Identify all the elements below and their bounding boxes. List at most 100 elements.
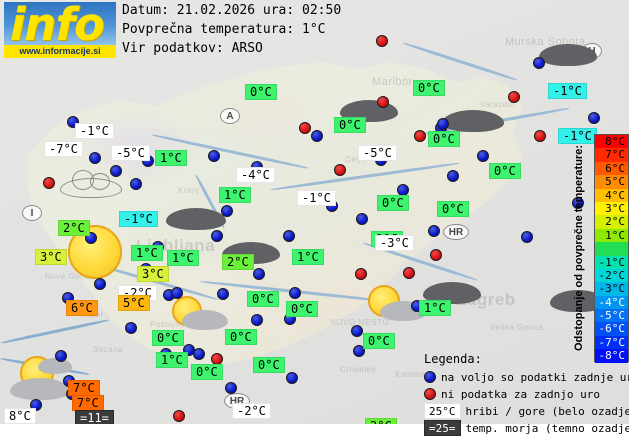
temperature-label[interactable]: 3°C: [35, 249, 67, 265]
station-dot-available[interactable]: [211, 230, 223, 242]
station-dot-available[interactable]: [477, 150, 489, 162]
scale-cell: -3°C: [595, 282, 628, 295]
temperature-deviation-scale: Odstopanje od povprečne temperature: 8°C…: [573, 134, 629, 362]
scale-title: Odstopanje od povprečne temperature:: [573, 134, 589, 362]
temperature-label[interactable]: 2°C: [222, 254, 254, 270]
temperature-label[interactable]: 0°C: [191, 364, 223, 380]
station-dot-available[interactable]: [428, 225, 440, 237]
temperature-label[interactable]: -1°C: [548, 83, 587, 99]
mountain-temperature-label[interactable]: -4°C: [236, 167, 275, 183]
station-dot-available[interactable]: [217, 288, 229, 300]
mountain-temperature-label[interactable]: -1°C: [297, 190, 336, 206]
mountain-temperature-label[interactable]: -1°C: [75, 123, 114, 139]
temperature-label[interactable]: 1°C: [155, 150, 187, 166]
station-dot-available[interactable]: [89, 152, 101, 164]
legend-row-missing: ni podatka za zadnjo uro: [424, 386, 600, 402]
station-dot-available[interactable]: [130, 178, 142, 190]
temperature-label[interactable]: 0°C: [413, 80, 445, 96]
page-header: info www.informacije.si Datum: 21.02.202…: [0, 0, 629, 62]
temperature-label[interactable]: 6°C: [66, 300, 98, 316]
scale-cell: 1°C: [595, 229, 628, 242]
station-dot-available[interactable]: [193, 348, 205, 360]
station-dot-available[interactable]: [110, 165, 122, 177]
station-dot-available[interactable]: [225, 382, 237, 394]
station-dot-missing[interactable]: [173, 410, 185, 422]
mountain-temperature-label[interactable]: -5°C: [111, 145, 150, 161]
temperature-label[interactable]: 1°C: [419, 300, 451, 316]
info-logo[interactable]: info www.informacije.si: [4, 2, 116, 58]
mountain-temperature-label[interactable]: -2°C: [232, 403, 271, 419]
temperature-label[interactable]: 1°C: [292, 249, 324, 265]
temperature-label[interactable]: 1°C: [131, 245, 163, 261]
station-dot-available[interactable]: [171, 287, 183, 299]
sea-temperature-label[interactable]: =11=: [75, 410, 114, 424]
station-dot-available[interactable]: [437, 118, 449, 130]
scale-cell: -6°C: [595, 322, 628, 335]
blue-dot-icon: [424, 371, 436, 383]
scale-cell: 4°C: [595, 189, 628, 202]
station-dot-missing[interactable]: [430, 249, 442, 261]
station-dot-available[interactable]: [351, 325, 363, 337]
station-dot-available[interactable]: [286, 372, 298, 384]
temperature-label[interactable]: 0°C: [437, 201, 469, 217]
station-dot-available[interactable]: [253, 268, 265, 280]
station-dot-missing[interactable]: [377, 96, 389, 108]
mountain-temperature-label[interactable]: -5°C: [358, 145, 397, 161]
temperature-label[interactable]: 3°C: [137, 266, 169, 282]
station-dot-available[interactable]: [251, 314, 263, 326]
scale-cell: 5°C: [595, 175, 628, 188]
temperature-label[interactable]: 0°C: [489, 163, 521, 179]
legend-label-available: na voljo so podatki zadnje ure: [441, 371, 629, 384]
temperature-label[interactable]: 0°C: [428, 131, 460, 147]
mountain-temperature-label[interactable]: -7°C: [44, 141, 83, 157]
temperature-label[interactable]: -1°C: [119, 211, 158, 227]
station-dot-available[interactable]: [588, 112, 600, 124]
temperature-label[interactable]: 7°C: [68, 380, 100, 396]
station-dot-available[interactable]: [356, 213, 368, 225]
station-dot-missing[interactable]: [355, 268, 367, 280]
temperature-label[interactable]: 1°C: [156, 352, 188, 368]
station-dot-missing[interactable]: [43, 177, 55, 189]
temperature-label[interactable]: 5°C: [118, 295, 150, 311]
scale-cell: 7°C: [595, 148, 628, 161]
station-dot-available[interactable]: [94, 278, 106, 290]
station-dot-missing[interactable]: [299, 122, 311, 134]
temperature-label[interactable]: 2°C: [58, 220, 90, 236]
temperature-label[interactable]: 0°C: [377, 195, 409, 211]
mountain-temperature-label[interactable]: 8°C: [4, 408, 36, 424]
station-dot-missing[interactable]: [534, 130, 546, 142]
scale-cell: 6°C: [595, 162, 628, 175]
station-dot-available[interactable]: [55, 350, 67, 362]
station-dot-available[interactable]: [125, 322, 137, 334]
scale-cell: [595, 242, 628, 255]
station-dot-missing[interactable]: [334, 164, 346, 176]
mountain-temperature-label[interactable]: -3°C: [375, 235, 414, 251]
temperature-label[interactable]: 1°C: [219, 187, 251, 203]
temperature-label[interactable]: 0°C: [247, 291, 279, 307]
station-dot-available[interactable]: [447, 170, 459, 182]
legend-label-missing: ni podatka za zadnjo uro: [441, 388, 600, 401]
station-dot-available[interactable]: [289, 287, 301, 299]
station-dot-available[interactable]: [311, 130, 323, 142]
temperature-label[interactable]: 0°C: [334, 117, 366, 133]
station-dot-available[interactable]: [521, 231, 533, 243]
station-dot-missing[interactable]: [508, 91, 520, 103]
station-dot-available[interactable]: [283, 230, 295, 242]
station-dot-missing[interactable]: [414, 130, 426, 142]
temperature-label[interactable]: 0°C: [225, 329, 257, 345]
logo-wordmark: info: [10, 2, 104, 51]
station-dot-missing[interactable]: [403, 267, 415, 279]
temperature-label[interactable]: 2°C: [365, 418, 397, 424]
header-datetime: Datum: 21.02.2026 ura: 02:50: [122, 3, 341, 18]
scale-cell: -1°C: [595, 256, 628, 269]
temperature-label[interactable]: 7°C: [72, 395, 104, 411]
station-dot-available[interactable]: [221, 205, 233, 217]
temperature-label[interactable]: 1°C: [167, 250, 199, 266]
temperature-label[interactable]: 0°C: [152, 330, 184, 346]
temperature-label[interactable]: 0°C: [286, 301, 318, 317]
temperature-label[interactable]: 0°C: [245, 84, 277, 100]
station-dot-available[interactable]: [208, 150, 220, 162]
temperature-label[interactable]: 0°C: [253, 357, 285, 373]
temperature-label[interactable]: 0°C: [363, 333, 395, 349]
